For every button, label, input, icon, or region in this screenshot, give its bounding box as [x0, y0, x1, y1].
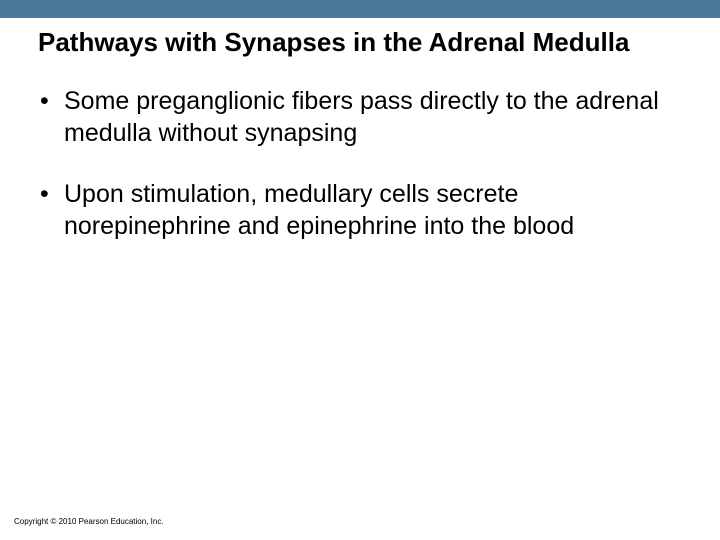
list-item: Some preganglionic fibers pass directly …: [40, 85, 682, 150]
bullet-list: Some preganglionic fibers pass directly …: [38, 85, 682, 243]
top-accent-bar: [0, 0, 720, 18]
list-item: Upon stimulation, medullary cells secret…: [40, 178, 682, 243]
copyright-text: Copyright © 2010 Pearson Education, Inc.: [14, 517, 164, 526]
slide-title: Pathways with Synapses in the Adrenal Me…: [38, 26, 682, 59]
slide-content: Pathways with Synapses in the Adrenal Me…: [0, 18, 720, 243]
